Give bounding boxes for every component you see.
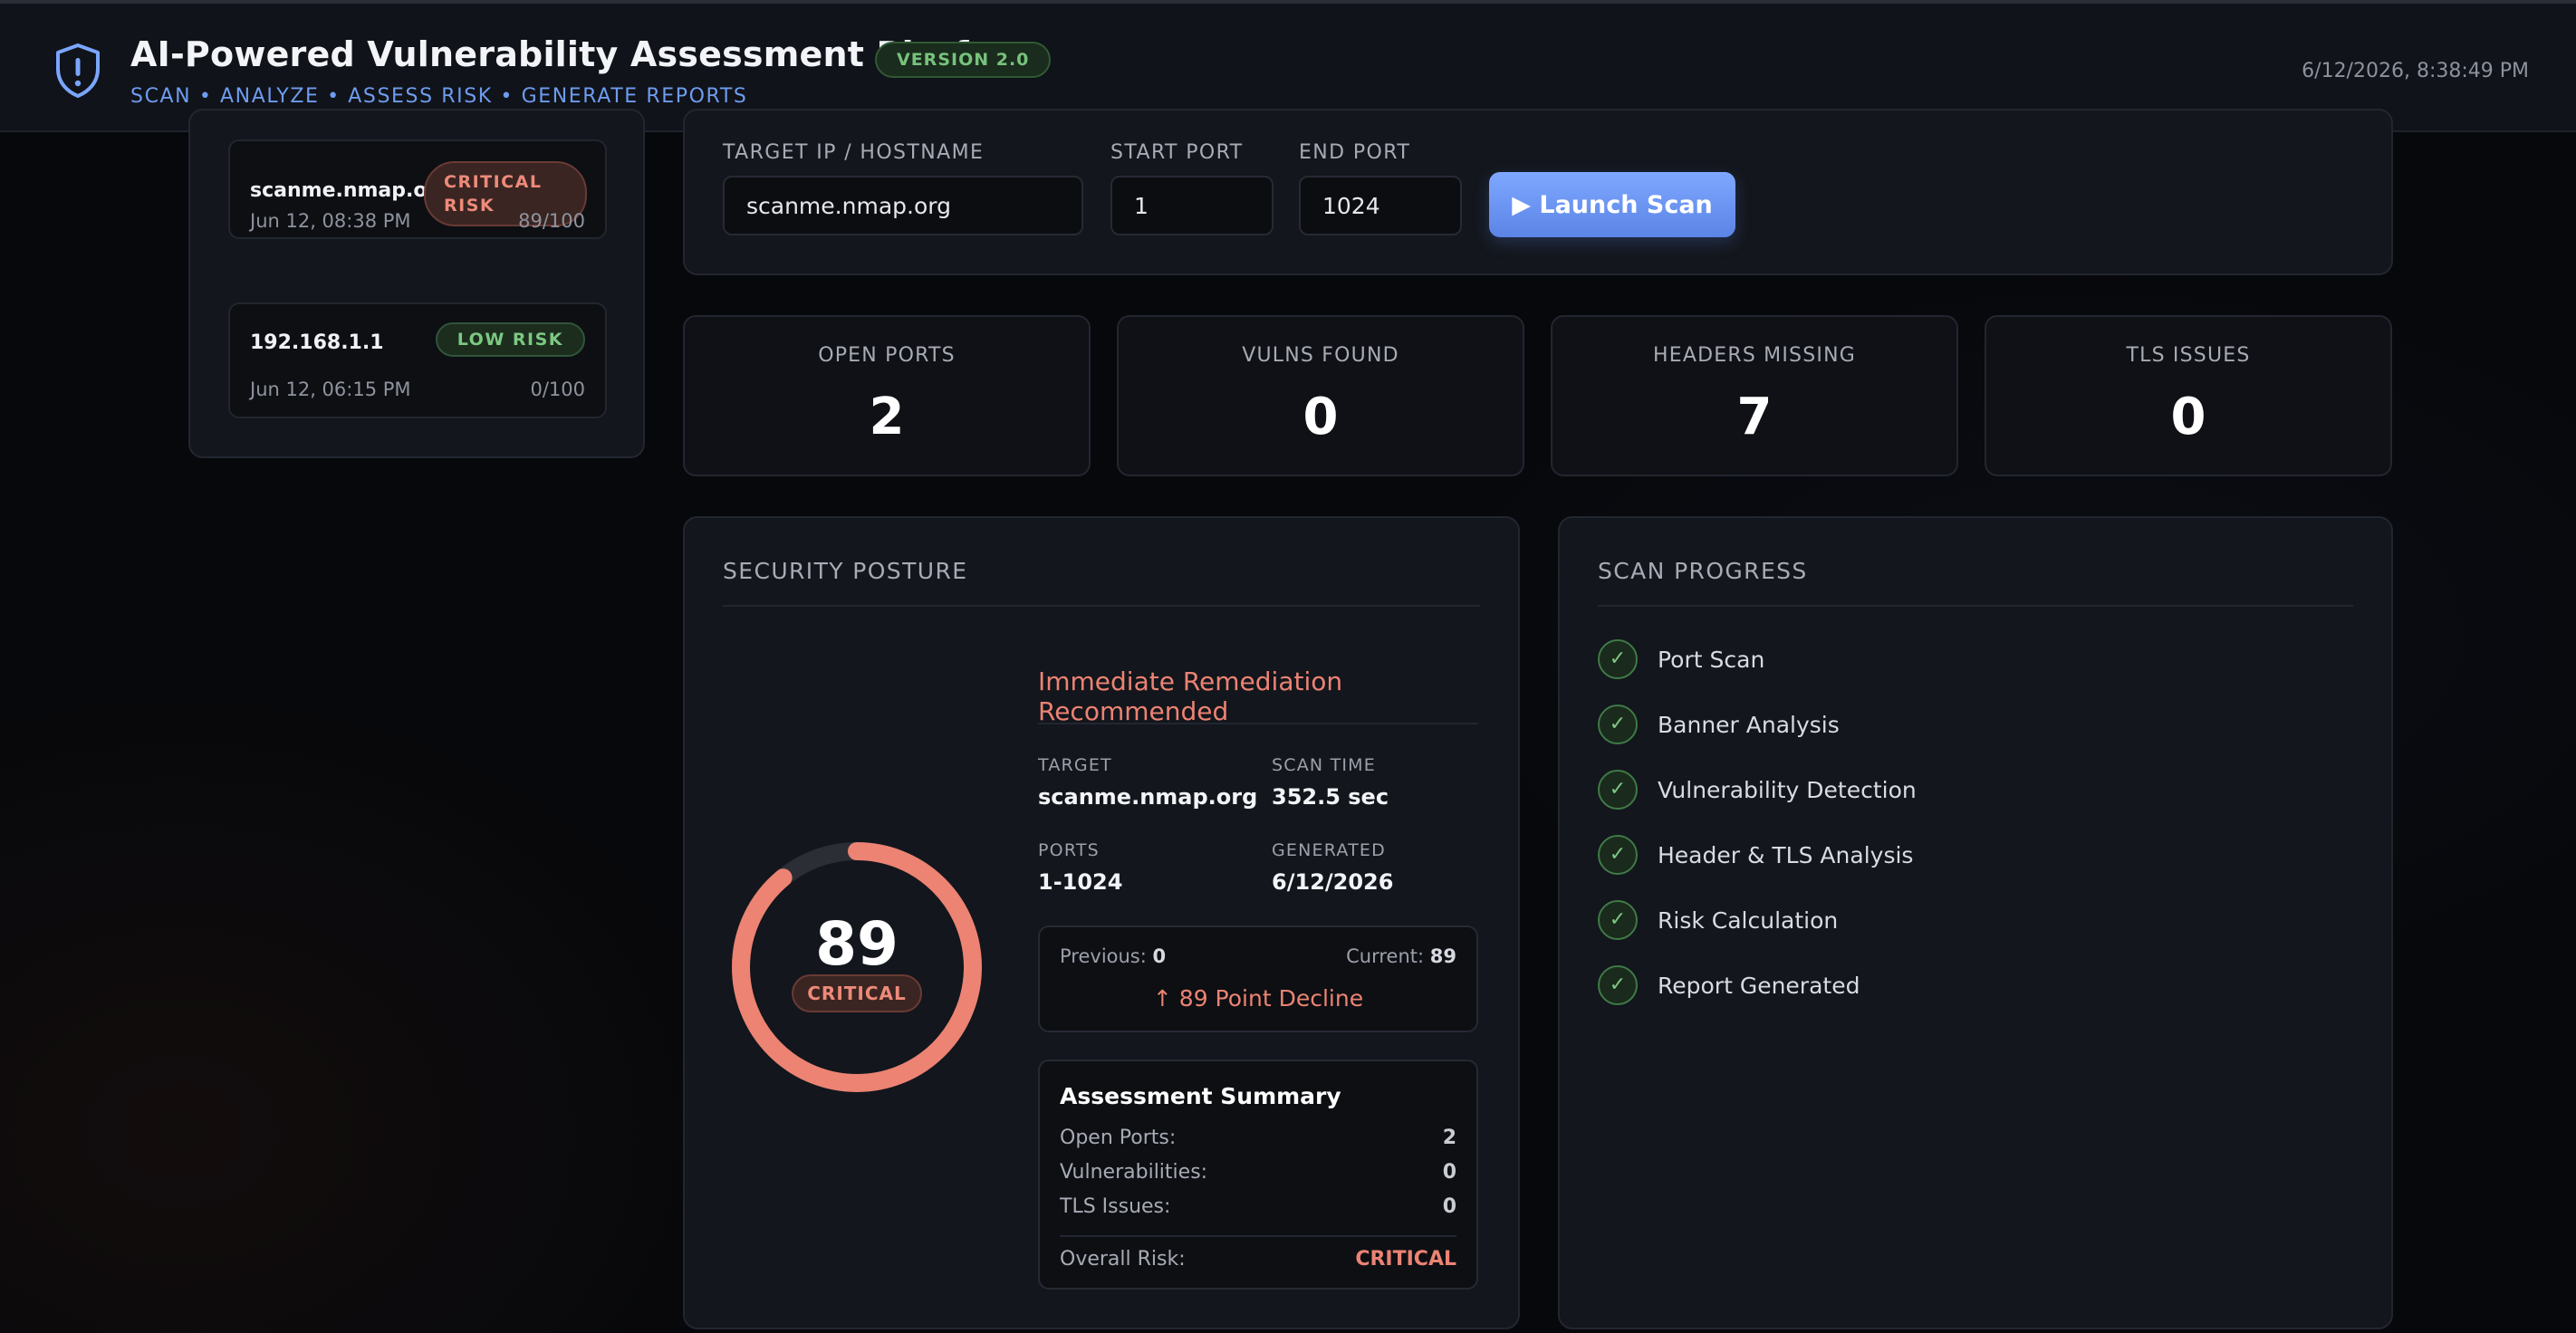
step-label: Report Generated: [1658, 973, 1860, 999]
history-host: scanme.nmap.org: [250, 179, 452, 202]
divider: [1598, 605, 2353, 607]
divider: [1060, 1235, 1456, 1237]
start-port-input[interactable]: [1110, 176, 1274, 235]
divider: [1038, 723, 1478, 724]
stat-value: 0: [2170, 388, 2206, 446]
history-item[interactable]: scanme.nmap.org CRITICAL RISK Jun 12, 08…: [228, 139, 607, 239]
risk-badge: LOW RISK: [435, 322, 585, 357]
stat-value: 2: [869, 388, 905, 446]
summary-row-open-ports: Open Ports: 2: [1060, 1127, 1456, 1149]
check-icon: ✓: [1598, 900, 1638, 940]
end-port-input[interactable]: [1299, 176, 1462, 235]
check-icon: ✓: [1598, 639, 1638, 679]
risk-score-gauge: [732, 842, 982, 1092]
stat-vulns-found: VULNS FOUND 0: [1117, 315, 1524, 476]
summary-title: Assessment Summary: [1060, 1083, 1341, 1109]
assessment-summary: Assessment Summary Open Ports: 2 Vulnerab…: [1038, 1060, 1478, 1290]
start-port-label: START PORT: [1110, 141, 1244, 164]
summary-row-tls: TLS Issues: 0: [1060, 1195, 1456, 1218]
progress-step: ✓ Risk Calculation: [1598, 900, 2322, 944]
stat-label: TLS ISSUES: [2126, 344, 2251, 367]
check-icon: ✓: [1598, 835, 1638, 875]
stat-value: 7: [1736, 388, 1773, 446]
target-meta-label: TARGET: [1038, 755, 1112, 775]
scan-form: TARGET IP / HOSTNAME START PORT END PORT…: [683, 109, 2393, 275]
step-label: Header & TLS Analysis: [1658, 842, 1914, 868]
end-port-label: END PORT: [1299, 141, 1411, 164]
divider: [723, 605, 1480, 607]
progress-step: ✓ Banner Analysis: [1598, 705, 2322, 748]
stat-label: VULNS FOUND: [1242, 344, 1399, 367]
launch-scan-button[interactable]: ▶ Launch Scan: [1489, 172, 1735, 237]
target-meta-value: scanme.nmap.org: [1038, 784, 1258, 810]
score-delta: ↑ 89 Point Decline: [1152, 985, 1364, 1012]
summary-row-vulns: Vulnerabilities: 0: [1060, 1161, 1456, 1184]
shield-alert-icon: [56, 43, 100, 98]
step-label: Risk Calculation: [1658, 907, 1839, 934]
risk-level-badge: CRITICAL: [792, 974, 922, 1012]
scan-time-value: 352.5 sec: [1272, 784, 1389, 810]
step-label: Banner Analysis: [1658, 712, 1840, 738]
app-subtitle: SCAN • ANALYZE • ASSESS RISK • GENERATE …: [130, 85, 748, 108]
progress-step: ✓ Vulnerability Detection: [1598, 770, 2322, 813]
panel-title: SECURITY POSTURE: [723, 558, 968, 584]
history-date: Jun 12, 06:15 PM: [250, 379, 411, 400]
generated-label: GENERATED: [1272, 840, 1386, 860]
generated-value: 6/12/2026: [1272, 869, 1394, 895]
ports-value: 1-1024: [1038, 869, 1123, 895]
risk-score: 89: [815, 909, 899, 979]
risk-badge: CRITICAL RISK: [424, 161, 587, 226]
gauge-fill: [732, 842, 982, 1092]
score-delta-box: Previous: 0 Current: 89 ↑ 89 Point Decli…: [1038, 925, 1478, 1032]
security-posture-panel: SECURITY POSTURE 89 CRITICAL Immediate R…: [683, 516, 1520, 1329]
check-icon: ✓: [1598, 965, 1638, 1005]
progress-step: ✓ Port Scan: [1598, 639, 2322, 683]
history-date: Jun 12, 08:38 PM: [250, 210, 411, 232]
progress-step: ✓ Report Generated: [1598, 965, 2322, 1009]
scan-time-label: SCAN TIME: [1272, 755, 1376, 775]
progress-step: ✓ Header & TLS Analysis: [1598, 835, 2322, 878]
scan-history-panel: scanme.nmap.org CRITICAL RISK Jun 12, 08…: [188, 109, 645, 458]
summary-row-overall: Overall Risk: CRITICAL: [1060, 1248, 1456, 1271]
current-score: Current: 89: [1346, 945, 1456, 967]
target-label: TARGET IP / HOSTNAME: [723, 141, 985, 164]
stat-tls-issues: TLS ISSUES 0: [1985, 315, 2392, 476]
history-score: 89/100: [518, 210, 585, 232]
target-input[interactable]: [723, 176, 1083, 235]
stat-label: OPEN PORTS: [818, 344, 956, 367]
stat-open-ports: OPEN PORTS 2: [683, 315, 1091, 476]
scan-progress-panel: SCAN PROGRESS ✓ Port Scan ✓ Banner Analy…: [1558, 516, 2393, 1329]
step-label: Port Scan: [1658, 647, 1765, 673]
stat-value: 0: [1302, 388, 1339, 446]
panel-title: SCAN PROGRESS: [1598, 558, 1808, 584]
step-label: Vulnerability Detection: [1658, 777, 1917, 803]
current-datetime: 6/12/2026, 8:38:49 PM: [2302, 60, 2529, 82]
version-badge: VERSION 2.0: [875, 42, 1052, 78]
check-icon: ✓: [1598, 705, 1638, 744]
stat-headers-missing: HEADERS MISSING 7: [1551, 315, 1958, 476]
stat-label: HEADERS MISSING: [1653, 344, 1856, 367]
ports-label: PORTS: [1038, 840, 1100, 860]
check-icon: ✓: [1598, 770, 1638, 810]
history-item[interactable]: 192.168.1.1 LOW RISK Jun 12, 06:15 PM 0/…: [228, 302, 607, 418]
recommendation: Immediate Remediation Recommended: [1038, 666, 1343, 726]
history-score: 0/100: [530, 379, 585, 400]
history-host: 192.168.1.1: [250, 331, 384, 354]
previous-score: Previous: 0: [1060, 945, 1167, 967]
